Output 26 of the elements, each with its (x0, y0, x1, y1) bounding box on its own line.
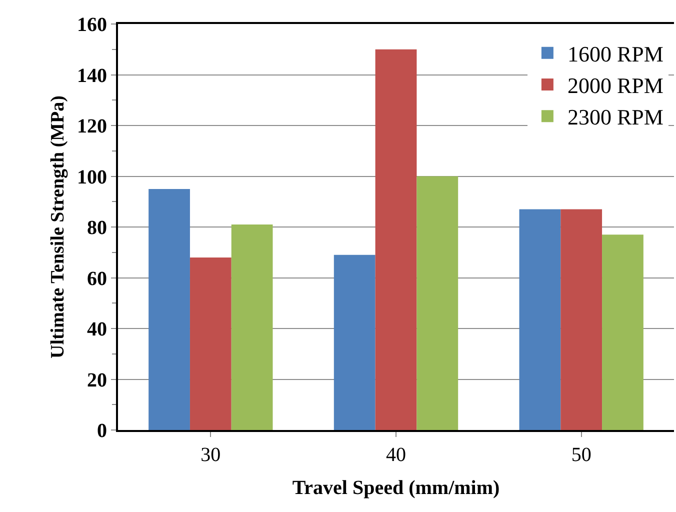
x-tick-label: 50 (571, 444, 592, 466)
legend-label: 1600 RPM (567, 42, 664, 66)
bar (519, 209, 561, 430)
y-tick-label: 60 (87, 268, 107, 290)
y-tick-label: 100 (77, 166, 107, 188)
y-tick-label: 120 (77, 116, 107, 138)
bar (560, 209, 602, 430)
y-tick-label: 80 (87, 217, 107, 239)
x-tick-label: 30 (200, 444, 221, 466)
y-tick-label: 0 (97, 420, 107, 442)
legend-label: 2300 RPM (567, 104, 664, 130)
y-tick-label: 40 (87, 318, 107, 340)
bar (231, 224, 273, 430)
bar (375, 49, 417, 430)
bar (416, 176, 458, 430)
bar (190, 257, 232, 430)
legend-label: 2000 RPM (567, 73, 664, 98)
x-axis-title: Travel Speed (mm/mim) (292, 477, 500, 499)
x-tick-label: 40 (386, 444, 406, 466)
y-tick-label: 20 (87, 369, 107, 392)
bar (602, 234, 644, 430)
y-tick-label: 160 (77, 14, 107, 36)
y-axis-title: Ultimate Tensile Strength (MPa) (47, 96, 68, 358)
y-tick-label: 140 (77, 64, 107, 87)
bar (334, 254, 376, 430)
bar (148, 188, 190, 430)
